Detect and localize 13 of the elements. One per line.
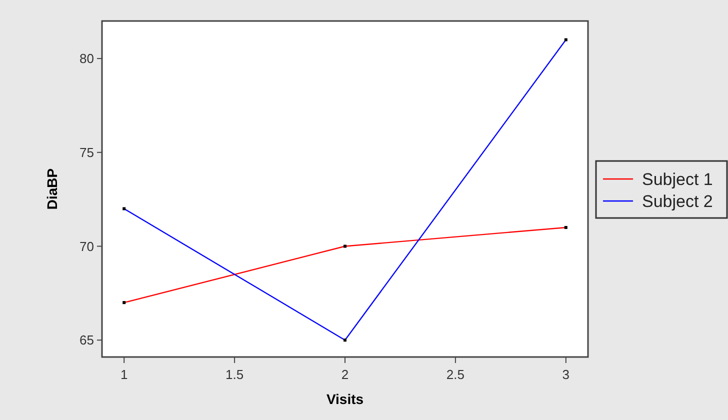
legend-label: Subject 1: [642, 170, 713, 189]
x-tick-label: 2: [341, 367, 349, 382]
y-tick-label: 80: [80, 51, 94, 66]
y-tick-label: 65: [80, 332, 94, 348]
x-tick-label: 1.5: [226, 367, 244, 382]
x-tick-label: 2.5: [446, 367, 464, 382]
y-axis-title: DiaBP: [44, 168, 60, 210]
legend-label: Subject 2: [642, 192, 713, 211]
x-tick-label: 3: [562, 367, 570, 382]
x-axis-title: Visits: [326, 391, 364, 407]
y-tick-label: 70: [80, 238, 94, 254]
x-tick-label: 1: [120, 367, 128, 382]
y-tick-label: 75: [80, 144, 94, 160]
